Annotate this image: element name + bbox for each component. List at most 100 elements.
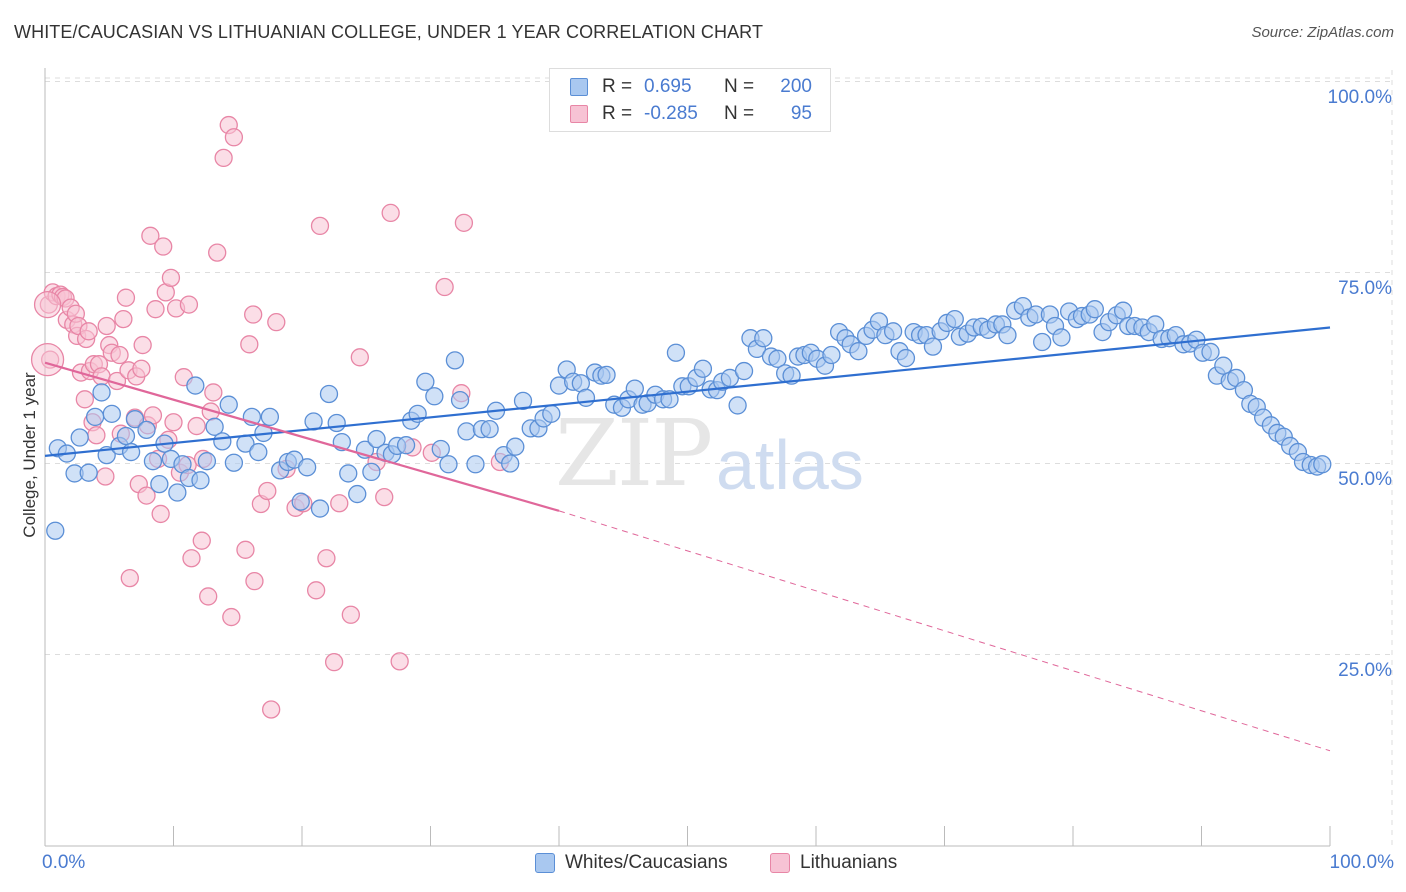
white-point (92, 383, 111, 402)
x-tick-label-0: 0.0% (42, 852, 86, 873)
lithuanian-point (187, 416, 206, 436)
white-point (666, 343, 686, 362)
series-swatch-blue (535, 853, 555, 873)
white-point (445, 351, 465, 370)
white-point (734, 361, 754, 381)
white-point (896, 348, 916, 368)
lithuanian-point (375, 487, 394, 507)
white-point (116, 426, 136, 446)
lithuanian-point (381, 203, 400, 223)
white-point (224, 453, 244, 472)
lithuanian-point (262, 700, 281, 719)
lithuanian-point (137, 486, 156, 505)
white-point (754, 329, 773, 348)
white-point (506, 437, 525, 456)
white-point (191, 471, 210, 490)
lithuanian-point (390, 652, 409, 671)
white-point (768, 349, 787, 368)
legend-r-value: -0.285 (644, 103, 698, 124)
lithuanian-point (154, 237, 173, 256)
legend-n-value: 200 (780, 76, 812, 97)
series-legend-lithuanians[interactable]: Lithuanians (770, 852, 897, 874)
legend-swatch-pink (570, 105, 588, 123)
lithuanian-point (120, 568, 139, 588)
white-point (431, 439, 450, 459)
lithuanian-point (222, 607, 241, 627)
white-point (457, 422, 476, 441)
white-point (998, 325, 1017, 345)
correlation-legend: R = 0.695 N = 200 R = -0.285 N = 95 (549, 68, 831, 132)
white-point (1033, 332, 1052, 352)
white-point (102, 404, 121, 423)
lithuanian-point (182, 549, 201, 568)
lithuanian-point (116, 288, 136, 307)
white-point (213, 432, 232, 451)
white-point (923, 337, 943, 356)
lithuanian-point (96, 467, 115, 486)
white-point (219, 395, 238, 414)
lithuanian-point (164, 413, 183, 432)
legend-row-whites: R = 0.695 N = 200 (570, 75, 812, 99)
series-swatch-pink (770, 853, 790, 873)
lithuanian-point (454, 213, 474, 232)
white-point (480, 419, 499, 439)
white-point (501, 454, 520, 473)
white-point (143, 452, 163, 471)
y-axis-label: College, Under 1 year (20, 372, 39, 538)
legend-r-label: R = (602, 76, 633, 97)
white-point (728, 396, 747, 415)
white-point (150, 474, 169, 494)
watermark-atlas: atlas (716, 426, 864, 504)
lithuanian-point (214, 148, 233, 168)
series-legend-whites[interactable]: Whites/Caucasians (535, 852, 728, 874)
lithuanian-point (132, 359, 151, 378)
white-point (1085, 300, 1104, 319)
lithuanian-point (133, 335, 152, 355)
white-point (291, 492, 310, 511)
white-point (79, 463, 98, 482)
white-point (197, 452, 217, 471)
lithuanian-point (110, 345, 129, 365)
legend-row-lithuanians: R = -0.285 N = 95 (570, 102, 812, 126)
white-point (1313, 455, 1332, 474)
white-point (125, 410, 145, 429)
lithuanian-point (244, 305, 263, 324)
white-point (625, 379, 644, 398)
white-point (1201, 342, 1220, 362)
white-point (396, 436, 416, 455)
white-point (297, 458, 317, 477)
whites-points (46, 296, 1332, 540)
legend-swatch-blue (570, 78, 588, 96)
lithuanian-point (151, 504, 170, 524)
lithuanian-point (79, 322, 98, 341)
lithuanian-point (240, 335, 259, 354)
lithuanian-point (224, 128, 244, 147)
lithuanian-point (341, 605, 360, 624)
white-point (1113, 301, 1133, 320)
lithuanian-point (114, 309, 133, 329)
white-point (168, 483, 187, 502)
lithuanian-point (204, 383, 223, 402)
lithuanian-point (146, 300, 165, 319)
white-point (416, 372, 435, 391)
white-point (205, 417, 224, 436)
lithuanian-point (258, 481, 277, 501)
lithuanians-trend-line (44, 361, 560, 512)
lithuanian-point (199, 587, 218, 606)
white-point (46, 521, 65, 540)
white-point (327, 413, 346, 433)
white-point (249, 442, 268, 462)
lithuanian-point (324, 652, 344, 672)
lithuanian-point (267, 313, 286, 332)
source-label: Source: ZipAtlas.com (1251, 24, 1394, 41)
lithuanian-point (141, 226, 160, 245)
lithuanian-point (350, 348, 369, 367)
white-point (85, 407, 105, 427)
white-point (348, 484, 367, 504)
lithuanian-point (87, 426, 106, 445)
y-tick-label-75: 75.0% (1338, 278, 1392, 299)
lithuanian-point (236, 540, 255, 559)
legend-n-value: 95 (790, 103, 812, 124)
white-point (450, 390, 470, 410)
